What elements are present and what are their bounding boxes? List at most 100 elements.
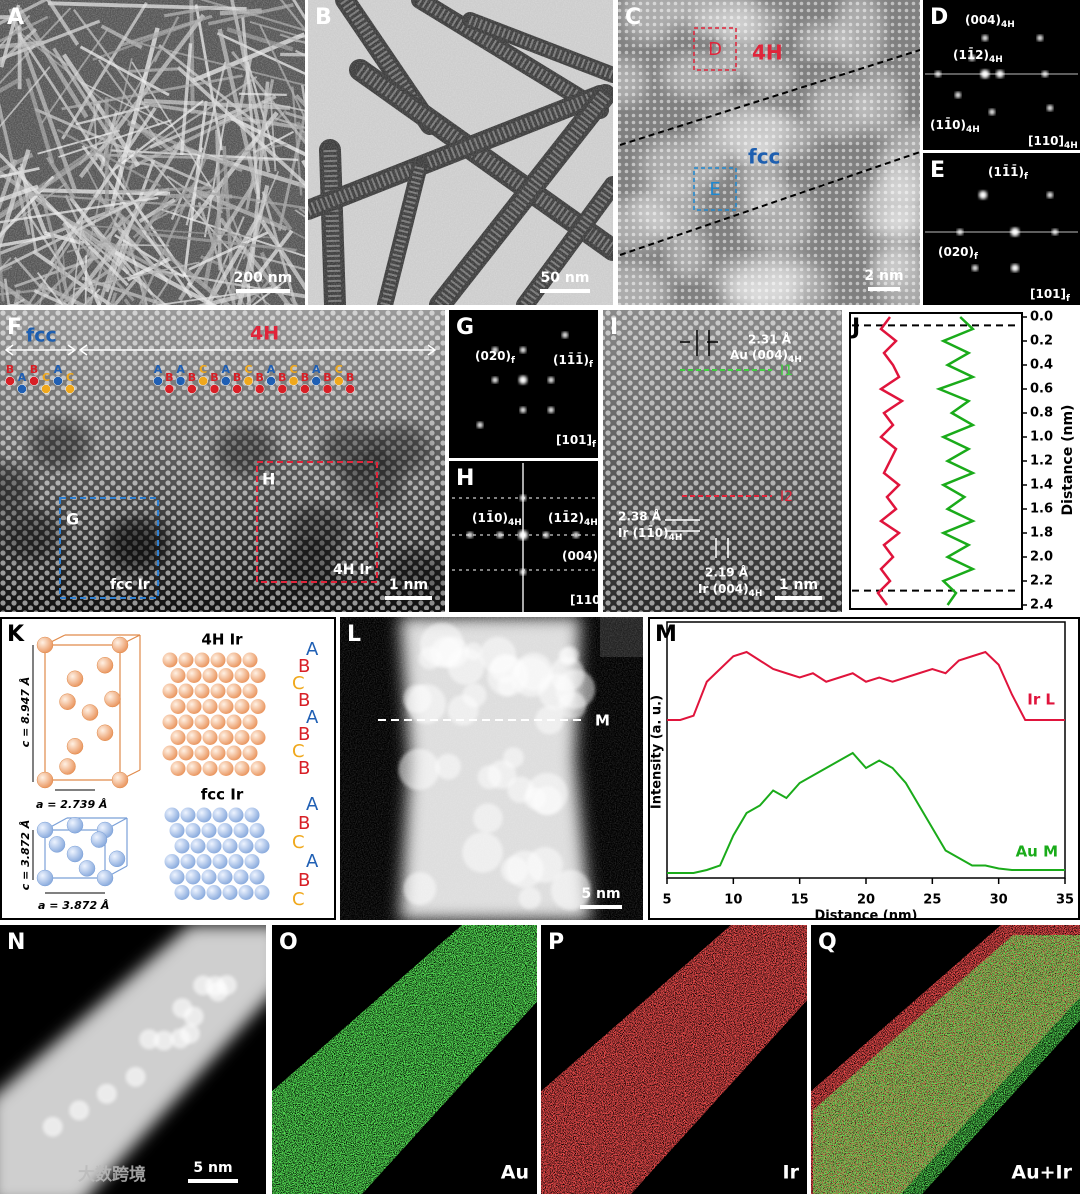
lattice-parameter: c = 8.947 Å bbox=[19, 677, 32, 748]
structure-title: fcc Ir bbox=[201, 786, 244, 804]
atom bbox=[334, 376, 344, 386]
stacking-letter: C bbox=[42, 371, 50, 384]
atom bbox=[48, 836, 66, 853]
atom bbox=[41, 384, 51, 394]
series-name: Ir L bbox=[1027, 691, 1055, 709]
atom bbox=[226, 714, 242, 730]
panel-j: 0.0 0.2 0.4 0.6 0.8 1.0 1.2 1.4 1.6 1.8 2.0 2.2 2.4 D… bbox=[845, 310, 1080, 612]
atom bbox=[242, 683, 258, 699]
x-tick-label: 10 bbox=[724, 893, 742, 908]
atom bbox=[194, 745, 210, 761]
y-tick-label: 1.8 bbox=[1030, 526, 1053, 541]
contrast-blotch bbox=[0, 509, 61, 560]
contrast-blotch bbox=[215, 425, 276, 476]
atom bbox=[36, 869, 54, 887]
atom bbox=[242, 652, 258, 668]
plane-prefix: Au bbox=[730, 348, 752, 362]
plane-phase: f bbox=[1066, 294, 1070, 304]
stacking-letter: B bbox=[278, 371, 286, 384]
atom bbox=[242, 714, 258, 730]
profile-label: I2 bbox=[780, 489, 793, 505]
plane-label: [101]f bbox=[1030, 287, 1070, 304]
atom bbox=[162, 745, 178, 761]
atom bbox=[186, 668, 202, 683]
plane-index: [101] bbox=[1030, 287, 1066, 301]
atom bbox=[244, 854, 260, 869]
atom bbox=[234, 761, 250, 776]
contrast-blotch bbox=[369, 424, 430, 475]
plane-phase: 4H bbox=[749, 589, 763, 599]
intensity-profile bbox=[935, 316, 977, 606]
atom bbox=[164, 807, 180, 823]
y-tick-label: 0.4 bbox=[1030, 358, 1053, 373]
grain bbox=[153, 1030, 174, 1051]
atom bbox=[108, 850, 126, 868]
region-box bbox=[693, 27, 737, 71]
plane-phase: 4H bbox=[584, 518, 598, 528]
plane-label: (11̄0)4H bbox=[930, 116, 980, 134]
plane-index: (11̄1̄) bbox=[988, 163, 1024, 178]
plane-value: = 2.31 Å bbox=[992, 466, 1007, 528]
atom bbox=[233, 823, 249, 838]
atom bbox=[300, 384, 310, 394]
atom bbox=[232, 384, 242, 394]
panel-l: M L 5 nm bbox=[340, 617, 643, 920]
diffraction-spot bbox=[972, 265, 978, 271]
plane-index: (11̄1̄) bbox=[553, 351, 589, 366]
y-tick-label: 2.2 bbox=[1030, 574, 1053, 589]
stacking-letter: B bbox=[30, 363, 38, 376]
diffraction-spot bbox=[548, 407, 554, 413]
region-box bbox=[256, 461, 378, 583]
lattice bbox=[603, 310, 842, 612]
grain bbox=[172, 998, 193, 1019]
stacking-letter: C bbox=[292, 832, 305, 853]
atom bbox=[178, 714, 194, 730]
x-tick-label: 5 bbox=[662, 893, 671, 908]
panel-p: P Ir bbox=[541, 925, 807, 1194]
y-tick-label: 0.2 bbox=[1030, 334, 1053, 349]
series-name: Au M bbox=[1016, 843, 1058, 861]
plane-phase: 4H bbox=[966, 125, 980, 135]
atom bbox=[185, 869, 201, 885]
scale-bar-label: 200 nm bbox=[234, 270, 293, 286]
diffraction-spot bbox=[996, 70, 1004, 78]
contrast-blotch bbox=[387, 549, 445, 600]
stacking-letter: B bbox=[298, 724, 310, 745]
panel-background bbox=[845, 310, 1080, 612]
panel-label: H bbox=[456, 466, 474, 491]
panel-label: K bbox=[7, 622, 25, 647]
plane-index: [110] bbox=[570, 593, 606, 607]
atom bbox=[66, 670, 84, 687]
atom bbox=[17, 384, 27, 394]
atom bbox=[234, 668, 250, 683]
atom bbox=[194, 683, 210, 699]
stacking-letter: C bbox=[335, 363, 343, 376]
plane-label: (004)4H bbox=[965, 13, 1015, 30]
stacking-letter: B bbox=[323, 371, 331, 384]
atom bbox=[5, 376, 15, 386]
x-tick-label: 25 bbox=[923, 893, 941, 908]
atom bbox=[185, 823, 201, 838]
stacking-letter: B bbox=[210, 371, 218, 384]
region-label: fcc Ir bbox=[110, 577, 150, 593]
atom bbox=[222, 838, 238, 854]
x-tick-label: 35 bbox=[1056, 893, 1074, 908]
stacking-letter: A bbox=[306, 851, 319, 872]
atom bbox=[206, 838, 222, 854]
atom bbox=[36, 636, 54, 654]
atom bbox=[210, 745, 226, 761]
panel-label: M bbox=[655, 622, 677, 647]
atom bbox=[36, 821, 54, 839]
atom bbox=[234, 699, 250, 714]
plane-phase: 4H bbox=[508, 518, 522, 528]
atom bbox=[194, 714, 210, 730]
atom bbox=[249, 823, 265, 838]
plane-phase: f bbox=[511, 356, 515, 366]
diffraction-spot bbox=[497, 532, 503, 538]
panel-background bbox=[0, 617, 336, 920]
arrow-head bbox=[67, 344, 77, 356]
stacking-letter: A bbox=[312, 363, 321, 376]
panel-label: E bbox=[930, 158, 945, 183]
plane-label: (004)4H bbox=[562, 549, 612, 566]
